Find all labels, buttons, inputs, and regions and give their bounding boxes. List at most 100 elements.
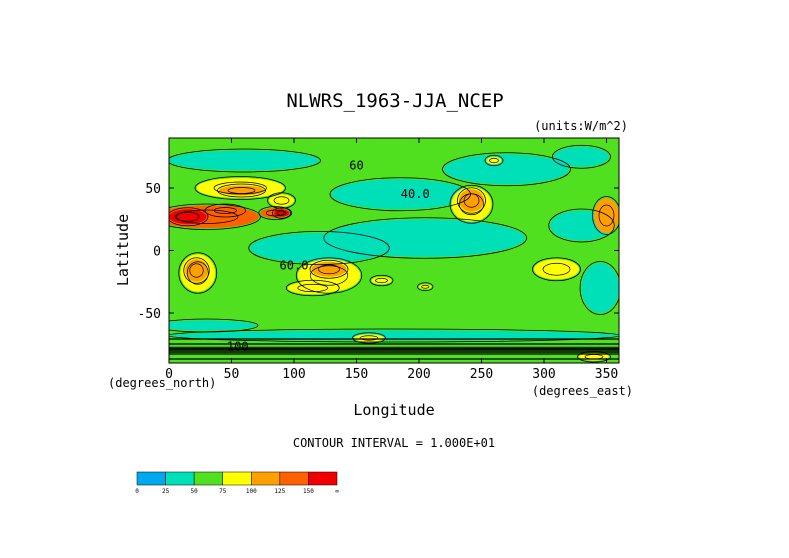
contour-line bbox=[359, 335, 379, 341]
contour-labels: 60.0 40.0 100 60 bbox=[227, 158, 430, 353]
contour-line bbox=[204, 203, 246, 218]
x-tick-label: 250 bbox=[470, 367, 493, 382]
contour-line bbox=[329, 177, 471, 212]
colorbar-swatch bbox=[251, 471, 281, 486]
contour-line bbox=[169, 353, 619, 355]
colorbar-swatch bbox=[279, 471, 309, 486]
colorbar-swatch bbox=[193, 471, 223, 486]
contour-line bbox=[484, 154, 504, 167]
shaded-region bbox=[169, 330, 619, 341]
colorbar: 0 25 50 75 100 125 150 ∞ bbox=[135, 471, 339, 495]
colorbar-level-label: 125 bbox=[274, 488, 285, 495]
contour-label: 60 bbox=[349, 158, 363, 172]
contour-line bbox=[352, 332, 386, 344]
contour-line bbox=[213, 207, 237, 214]
contour-label: 100 bbox=[227, 340, 249, 354]
contour-line bbox=[442, 152, 571, 187]
shaded-region bbox=[486, 156, 502, 165]
shaded-region bbox=[534, 259, 579, 280]
contour-line bbox=[592, 196, 619, 235]
shaded-region bbox=[331, 179, 469, 210]
contour-line bbox=[186, 261, 209, 285]
contour-line bbox=[323, 217, 528, 259]
contour-line bbox=[489, 157, 499, 164]
colorbar-level-label: 25 bbox=[162, 488, 170, 495]
contour-line bbox=[318, 264, 340, 275]
shaded-region bbox=[354, 334, 384, 342]
shaded-region bbox=[169, 209, 207, 225]
contour-line bbox=[598, 204, 615, 227]
polar-dense-band bbox=[169, 346, 619, 353]
contour-line bbox=[169, 343, 619, 345]
shaded-region bbox=[594, 198, 619, 233]
contour-line bbox=[248, 231, 390, 265]
contour-line bbox=[213, 181, 267, 195]
colorbar-level-label: ∞ bbox=[335, 488, 339, 495]
units-label: (units:W/m^2) bbox=[534, 119, 628, 133]
shaded-region bbox=[371, 276, 392, 285]
contour-label: 60.0 bbox=[280, 258, 309, 272]
shaded-region bbox=[444, 154, 569, 185]
y-sub-label: (degrees_north) bbox=[108, 376, 216, 390]
contour-line bbox=[449, 184, 494, 224]
contour-line bbox=[297, 283, 329, 293]
x-tick-label: 100 bbox=[282, 367, 305, 382]
contour-line bbox=[417, 282, 434, 292]
contour-lines bbox=[169, 144, 619, 363]
colorbar-swatch bbox=[222, 471, 252, 486]
x-tick-label: 150 bbox=[345, 367, 368, 382]
x-tick-label: 300 bbox=[532, 367, 555, 382]
x-tick-label: 200 bbox=[407, 367, 430, 382]
colorbar-level-label: 150 bbox=[303, 488, 314, 495]
contour-line bbox=[169, 358, 619, 360]
contour-line bbox=[169, 148, 321, 173]
colorbar-swatch bbox=[165, 471, 195, 486]
contour-line bbox=[463, 193, 480, 208]
colorbar-level-label: 100 bbox=[246, 488, 257, 495]
colorbar-level-label: 75 bbox=[219, 488, 227, 495]
shaded-region bbox=[581, 263, 619, 313]
contour-line bbox=[457, 187, 486, 214]
contour-line bbox=[267, 192, 296, 209]
y-tick-label: 0 bbox=[153, 245, 161, 260]
contour-line bbox=[227, 187, 256, 194]
contour-line bbox=[194, 176, 286, 200]
contour-line bbox=[295, 257, 363, 294]
shaded-region bbox=[554, 146, 609, 167]
contour-line bbox=[285, 279, 340, 297]
contour-line bbox=[548, 208, 615, 243]
contour-line bbox=[421, 284, 430, 289]
shaded-region bbox=[287, 281, 338, 295]
shaded-region bbox=[169, 150, 319, 171]
x-axis-label: Longitude bbox=[353, 401, 434, 419]
x-tick-label: 350 bbox=[595, 367, 618, 382]
colorbar-level-label: 50 bbox=[191, 488, 199, 495]
shaded-region bbox=[269, 194, 294, 207]
y-tick-label: 50 bbox=[145, 182, 161, 197]
contour-line bbox=[265, 209, 285, 217]
colorbar-swatch bbox=[308, 471, 338, 486]
colorbar-level-label: 0 bbox=[135, 488, 139, 495]
contour-line bbox=[174, 209, 239, 224]
contour-line bbox=[169, 328, 619, 343]
contour-line bbox=[375, 277, 388, 284]
x-tick-label: 0 bbox=[165, 367, 173, 382]
contour-line bbox=[309, 265, 349, 286]
contour-line bbox=[309, 259, 349, 279]
plot-area bbox=[169, 138, 619, 363]
contour-label: 40.0 bbox=[401, 187, 430, 201]
shaded-region bbox=[169, 320, 257, 331]
x-axis-ticks: 0 50 100 150 200 250 300 350 bbox=[165, 138, 618, 382]
shaded-region bbox=[311, 261, 347, 277]
y-axis-ticks: 50 0 -50 bbox=[138, 182, 619, 322]
contour-line bbox=[532, 257, 581, 282]
contour-line bbox=[176, 211, 200, 222]
contour-line bbox=[178, 252, 218, 294]
contour-line bbox=[169, 318, 259, 333]
y-tick-label: -50 bbox=[138, 307, 161, 322]
contour-line bbox=[217, 183, 266, 198]
contour-line bbox=[258, 206, 293, 220]
contour-line bbox=[369, 274, 394, 287]
shaded-regions bbox=[169, 146, 619, 361]
